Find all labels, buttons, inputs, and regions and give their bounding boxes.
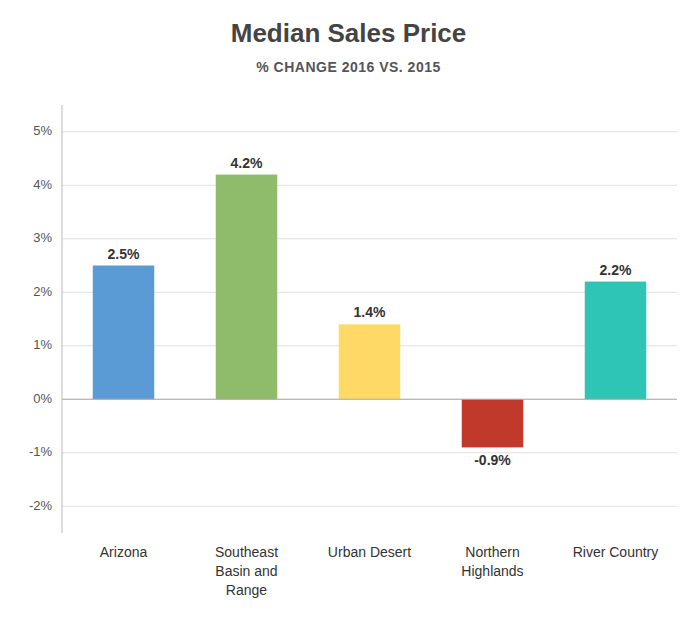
x-tick-label: SoutheastBasin andRange — [215, 544, 278, 598]
y-tick-label: 4% — [33, 177, 52, 192]
bar — [93, 266, 155, 400]
bar — [462, 399, 524, 447]
y-tick-label: -1% — [29, 444, 53, 459]
grid-line — [62, 238, 677, 239]
grid-line — [62, 452, 677, 453]
grid-line — [62, 131, 677, 132]
grid-line — [62, 399, 677, 400]
data-label: 1.4% — [354, 304, 386, 320]
y-tick-label: 2% — [33, 284, 52, 299]
y-tick-label: -2% — [29, 498, 53, 513]
y-tick-labels: -2% -1% 0% 1% 2% 3% 4% 5% — [29, 123, 53, 513]
subtitle: % CHANGE 2016 VS. 2015 — [256, 59, 441, 75]
x-tick-label: NorthernHighlands — [461, 544, 523, 579]
x-tick-labels: Arizona SoutheastBasin andRange Urban Dese… — [100, 544, 659, 598]
y-tick-label: 5% — [33, 123, 52, 138]
chart: Median Sales Price % CHANGE 2016 VS. 2015… — [0, 0, 697, 633]
data-label: 4.2% — [231, 155, 263, 171]
x-tick-label: Urban Desert — [328, 544, 411, 560]
x-tick-label: Arizona — [100, 544, 148, 560]
bars — [93, 175, 647, 448]
grid-line — [62, 506, 677, 507]
zero-line — [62, 399, 677, 400]
data-label: 2.5% — [108, 246, 140, 262]
bar — [585, 282, 647, 400]
y-tick-label: 1% — [33, 337, 52, 352]
y-tick-label: 0% — [33, 391, 52, 406]
data-label: 2.2% — [600, 262, 632, 278]
chart-container: Median Sales Price % CHANGE 2016 VS. 2015… — [0, 0, 697, 633]
data-labels: 2.5% 4.2% 1.4% -0.9% 2.2% — [108, 155, 632, 469]
title: Median Sales Price — [231, 18, 467, 48]
y-tick-label: 3% — [33, 230, 52, 245]
y-grid — [62, 132, 677, 507]
grid-line — [62, 185, 677, 186]
bar — [339, 324, 401, 399]
y-axis-line — [62, 105, 63, 533]
x-tick-label: River Country — [573, 544, 659, 560]
data-label: -0.9% — [474, 452, 511, 468]
bar — [216, 175, 278, 400]
